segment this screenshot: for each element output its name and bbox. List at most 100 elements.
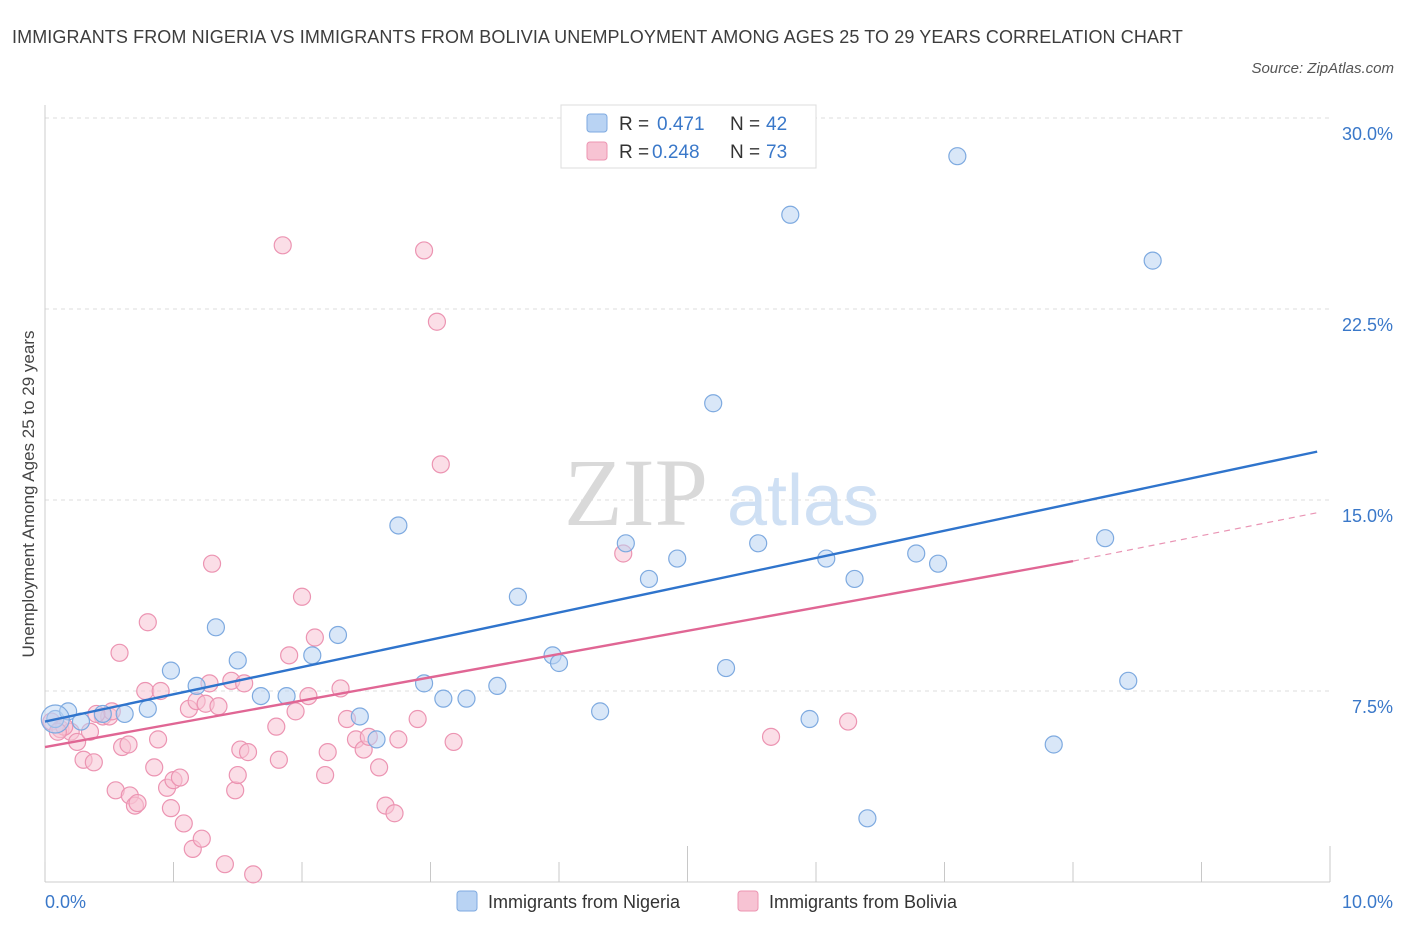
nigeria-point bbox=[817, 549, 836, 568]
bolivia-point bbox=[192, 829, 211, 848]
bolivia-point bbox=[267, 717, 286, 736]
bolivia-point bbox=[316, 765, 335, 785]
bolivia-point bbox=[209, 697, 228, 716]
bolivia-point bbox=[170, 768, 190, 787]
bolivia-point bbox=[299, 686, 318, 706]
legend-swatch-bolivia bbox=[586, 141, 608, 161]
nigeria-point bbox=[161, 661, 181, 680]
bolivia-point bbox=[128, 793, 147, 813]
nigeria-point bbox=[1044, 735, 1063, 754]
x-tick-labels: 0.0% 10.0% bbox=[45, 892, 1393, 912]
bolivia-point bbox=[292, 587, 312, 606]
bolivia-point bbox=[318, 743, 337, 762]
bolivia-point bbox=[269, 750, 288, 769]
legend-r-label-nigeria: R = bbox=[619, 114, 649, 135]
bolivia-point bbox=[385, 804, 404, 823]
nigeria-point bbox=[800, 709, 819, 729]
nigeria-point bbox=[389, 516, 408, 535]
trend-line-bolivia bbox=[44, 559, 1074, 749]
nigeria-point bbox=[858, 809, 877, 828]
nigeria-point bbox=[591, 702, 610, 721]
nigeria-point bbox=[457, 689, 476, 708]
nigeria-point bbox=[928, 554, 948, 573]
watermark-atlas: atlas bbox=[727, 461, 879, 541]
nigeria-point bbox=[704, 394, 723, 413]
nigeria-point bbox=[1119, 671, 1138, 690]
legend-n-label-bolivia: N = bbox=[730, 142, 760, 163]
bolivia-point bbox=[280, 646, 299, 665]
bottom-legend-label-nigeria: Immigrants from Nigeria bbox=[488, 892, 681, 912]
nigeria-point bbox=[639, 569, 659, 589]
bolivia-point bbox=[839, 712, 858, 731]
bottom-legend-swatch-nigeria bbox=[456, 890, 478, 912]
series-bolivia-points bbox=[42, 236, 858, 884]
bolivia-point bbox=[414, 241, 434, 260]
nigeria-point bbox=[716, 658, 736, 678]
trend-line-nigeria bbox=[44, 450, 1318, 723]
nigeria-point bbox=[138, 699, 157, 718]
bolivia-point bbox=[286, 702, 305, 721]
chart-title: IMMIGRANTS FROM NIGERIA VS IMMIGRANTS FR… bbox=[12, 27, 1183, 47]
y-axis-label: Unemployment Among Ages 25 to 29 years bbox=[19, 331, 38, 658]
nigeria-point bbox=[328, 625, 348, 645]
bolivia-point bbox=[761, 727, 781, 746]
bolivia-point bbox=[273, 236, 292, 255]
bolivia-point bbox=[238, 743, 258, 762]
bolivia-point bbox=[226, 781, 245, 800]
nigeria-point bbox=[549, 653, 569, 673]
bolivia-point bbox=[110, 643, 129, 662]
nigeria-point bbox=[488, 676, 507, 696]
nigeria-point bbox=[907, 544, 926, 563]
y-tick-label: 15.0% bbox=[1342, 506, 1393, 526]
bolivia-point bbox=[427, 312, 447, 331]
nigeria-point bbox=[948, 147, 967, 166]
nigeria-point bbox=[1143, 251, 1162, 270]
bolivia-point bbox=[408, 709, 427, 729]
watermark: ZIP atlas bbox=[564, 439, 879, 546]
bolivia-point bbox=[148, 730, 168, 749]
nigeria-point bbox=[845, 569, 864, 589]
bolivia-point bbox=[145, 758, 164, 777]
legend-n-label-nigeria: N = bbox=[730, 114, 760, 135]
nigeria-point bbox=[781, 205, 800, 224]
axes bbox=[44, 105, 1331, 883]
y-tick-label: 7.5% bbox=[1352, 697, 1393, 717]
nigeria-point bbox=[115, 704, 134, 724]
grid-lines bbox=[45, 117, 1330, 692]
bolivia-point bbox=[174, 814, 193, 833]
bolivia-point bbox=[215, 855, 234, 874]
x-tick-label: 10.0% bbox=[1342, 892, 1393, 912]
top-legend: R = 0.471 N = 42 R = 0.248 N = 73 bbox=[560, 104, 817, 169]
nigeria-point bbox=[508, 587, 527, 606]
nigeria-point bbox=[434, 689, 453, 708]
bottom-legend-label-bolivia: Immigrants from Bolivia bbox=[769, 892, 958, 912]
legend-r-label-bolivia: R = bbox=[619, 142, 649, 163]
y-tick-label: 22.5% bbox=[1342, 315, 1393, 335]
bolivia-point bbox=[431, 455, 450, 474]
legend-swatch-nigeria bbox=[586, 113, 608, 133]
nigeria-point bbox=[251, 686, 270, 706]
bolivia-point bbox=[228, 765, 247, 785]
legend-r-value-nigeria: 0.471 bbox=[657, 114, 705, 135]
legend-r-value-bolivia: 0.248 bbox=[652, 142, 700, 163]
bolivia-point bbox=[244, 865, 263, 884]
nigeria-point bbox=[367, 730, 386, 749]
y-tick-labels: 7.5% 15.0% 22.5% 30.0% bbox=[1342, 124, 1393, 717]
bottom-legend-swatch-bolivia bbox=[737, 890, 759, 912]
x-tick-label: 0.0% bbox=[45, 892, 86, 912]
legend-n-value-bolivia: 73 bbox=[766, 142, 787, 163]
nigeria-point bbox=[616, 534, 635, 553]
bolivia-point bbox=[138, 613, 157, 632]
nigeria-point bbox=[206, 618, 226, 637]
bolivia-point bbox=[389, 730, 408, 749]
bolivia-point bbox=[136, 681, 155, 701]
series-nigeria-points bbox=[40, 147, 1162, 828]
nigeria-point bbox=[228, 651, 247, 670]
bolivia-point bbox=[119, 735, 138, 754]
nigeria-point bbox=[1096, 529, 1115, 548]
watermark-zip: ZIP bbox=[564, 439, 708, 546]
bolivia-point bbox=[444, 732, 463, 752]
nigeria-point bbox=[668, 549, 687, 568]
bolivia-point bbox=[202, 554, 222, 573]
